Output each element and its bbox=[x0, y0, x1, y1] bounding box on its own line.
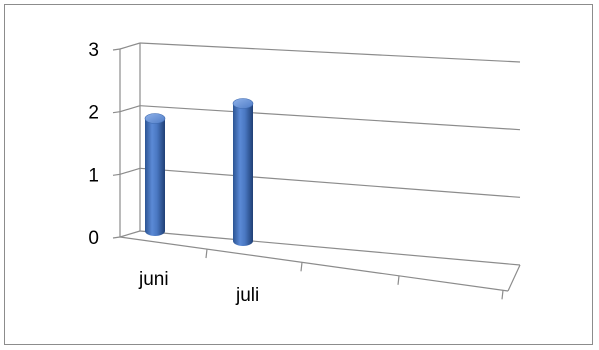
y-tick-label-0: 0 bbox=[88, 228, 99, 249]
bar-layer bbox=[144, 98, 254, 246]
x-category-label-juni: juni bbox=[138, 269, 169, 290]
bar-juni bbox=[144, 113, 166, 236]
bar-body-juni bbox=[145, 118, 165, 236]
gridline-depth-3 bbox=[119, 42, 141, 50]
bar-body-juli bbox=[233, 103, 253, 246]
gridline-1 bbox=[139, 167, 521, 198]
bar-juli bbox=[232, 98, 254, 246]
y-tick-3 bbox=[112, 48, 121, 51]
bar-cap-juni bbox=[144, 113, 166, 124]
gridline-depth-2 bbox=[119, 105, 141, 113]
grid-layer bbox=[119, 42, 521, 238]
y-tick-1 bbox=[112, 173, 121, 176]
label-layer: 0 1 2 3 juni juli bbox=[88, 40, 259, 306]
y-tick-label-2: 2 bbox=[88, 103, 99, 124]
x-tick-2 bbox=[397, 275, 400, 285]
y-tick-2 bbox=[112, 111, 121, 114]
gridline-depth-1 bbox=[119, 167, 141, 175]
y-tick-label-3: 3 bbox=[88, 40, 99, 61]
x-tick-0 bbox=[205, 249, 208, 259]
x-category-label-juli: juli bbox=[235, 285, 259, 306]
y-tick-0 bbox=[112, 236, 121, 239]
floor-back-edge bbox=[139, 230, 521, 266]
x-tick-1 bbox=[300, 262, 303, 272]
gridline-depth-0 bbox=[119, 230, 141, 238]
floor-right-edge bbox=[507, 264, 521, 292]
axis-layer bbox=[112, 43, 521, 300]
bar-cap-juli bbox=[232, 98, 254, 109]
gridline-3 bbox=[139, 42, 521, 63]
x-axis-line bbox=[119, 236, 509, 292]
x-tick-3 bbox=[501, 290, 504, 300]
gridline-2 bbox=[139, 105, 521, 131]
y-tick-label-1: 1 bbox=[88, 165, 99, 186]
